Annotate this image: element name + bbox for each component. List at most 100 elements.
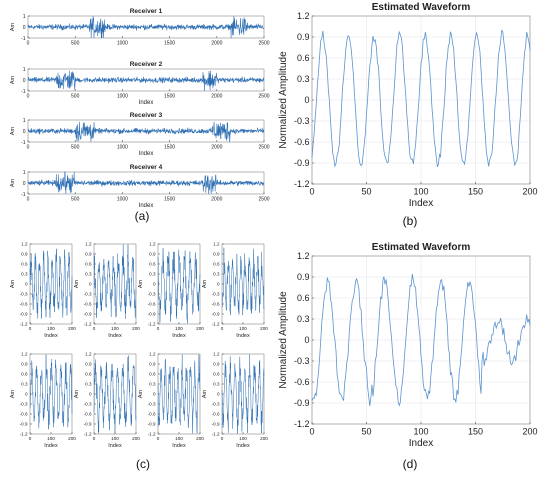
y-axis-label: Am xyxy=(202,279,208,288)
x-tick-label: 0 xyxy=(309,187,314,197)
segment-signal-line xyxy=(221,247,265,316)
y-tick-label: -0.3 xyxy=(212,402,220,407)
x-tick-label: 200 xyxy=(522,187,537,197)
y-axis-label: Am xyxy=(10,178,16,187)
x-tick-label: 100 xyxy=(175,436,183,441)
receiver-signal-line xyxy=(27,70,265,92)
y-tick-label: -0.6 xyxy=(20,412,28,417)
segment-subplot-7: 0 100 200 -1.2 -0.9 -0.6 -0.3 0 0.3 0.6 0.9 1.2 Inde… xyxy=(138,352,204,449)
y-tick-label: -1 xyxy=(21,89,26,95)
x-axis-label: Index xyxy=(236,333,250,339)
y-tick-label: -0.3 xyxy=(84,292,92,297)
panel-label-a: (a) xyxy=(135,209,150,223)
segment-signal-line xyxy=(157,354,201,434)
y-tick-label: 1.2 xyxy=(21,352,28,357)
y-tick-label: -0.9 xyxy=(148,312,156,317)
segment-signal-line xyxy=(29,354,73,430)
x-axis-label: Index xyxy=(409,198,433,209)
receiver-subplot-2: Receiver 20 500 1000 1500 2000 2500-101AmInde… xyxy=(10,61,270,106)
y-tick-label: -0.6 xyxy=(148,412,156,417)
y-axis-label: Normalized Amplitude xyxy=(278,291,289,389)
y-tick-label: -0.3 xyxy=(84,402,92,407)
x-tick-label: 0 xyxy=(221,436,224,441)
y-tick-label: -0.9 xyxy=(294,398,310,408)
y-tick-label: 1.2 xyxy=(85,242,92,247)
receiver-title: Receiver 1 xyxy=(130,8,163,15)
x-tick-label: 200 xyxy=(260,326,268,331)
y-tick-label: -0.3 xyxy=(294,356,310,366)
x-tick-label: 100 xyxy=(239,436,247,441)
y-tick-label: 0.3 xyxy=(21,272,28,277)
segment-signal-line xyxy=(93,355,137,434)
y-tick-label: 0.3 xyxy=(85,272,92,277)
y-tick-label: 1 xyxy=(23,118,26,124)
y-tick-label: -1.2 xyxy=(84,432,92,437)
y-axis-label: Am xyxy=(10,22,16,31)
panel-b-estimated-waveform: Estimated Waveform 0 50 100 150 200 -1.2 -0.9 -0… xyxy=(278,2,538,209)
y-axis-label: Normalized Amplitude xyxy=(278,51,289,149)
segment-signal-line xyxy=(93,244,137,319)
y-tick-label: 0 xyxy=(89,282,92,287)
y-tick-label: 0.3 xyxy=(21,382,28,387)
x-tick-label: 500 xyxy=(71,197,80,203)
y-tick-label: 0.6 xyxy=(213,262,220,267)
x-axis-label: Index xyxy=(44,333,58,339)
x-tick-label: 200 xyxy=(132,436,140,441)
y-tick-label: 0 xyxy=(23,181,26,187)
x-tick-label: 100 xyxy=(175,326,183,331)
x-tick-label: 0 xyxy=(93,326,96,331)
y-tick-label: -0.9 xyxy=(20,422,28,427)
receiver-signal-line xyxy=(27,15,265,39)
y-axis-label: Am xyxy=(10,75,16,84)
y-axis-label: Am xyxy=(10,126,16,135)
x-tick-label: 2000 xyxy=(211,145,222,151)
x-axis-label: Index xyxy=(139,100,154,106)
y-tick-label: 1.2 xyxy=(297,251,310,261)
x-tick-label: 2500 xyxy=(258,41,269,47)
x-tick-label: 1000 xyxy=(117,41,128,47)
y-tick-label: -0.3 xyxy=(148,292,156,297)
y-tick-label: -1.2 xyxy=(212,432,220,437)
panel-label-d: (d) xyxy=(403,457,418,471)
x-tick-label: 100 xyxy=(413,187,428,197)
x-tick-label: 500 xyxy=(71,41,80,47)
y-tick-label: -0.6 xyxy=(20,302,28,307)
y-axis-label: Am xyxy=(10,279,16,288)
y-tick-label: -0.3 xyxy=(212,292,220,297)
segment-signal-line xyxy=(29,248,73,319)
y-tick-label: 1 xyxy=(23,14,26,20)
x-tick-label: 200 xyxy=(132,326,140,331)
y-tick-label: 1.2 xyxy=(149,242,156,247)
y-tick-label: 0.9 xyxy=(297,32,310,42)
x-tick-label: 500 xyxy=(71,94,80,100)
y-tick-label: 0.3 xyxy=(85,382,92,387)
y-tick-label: -0.6 xyxy=(84,302,92,307)
x-tick-label: 200 xyxy=(260,436,268,441)
x-axis-label: Index xyxy=(172,443,186,449)
x-axis-label: Index xyxy=(139,203,154,209)
x-tick-label: 200 xyxy=(522,427,537,437)
y-tick-label: -0.9 xyxy=(212,422,220,427)
y-tick-label: -0.3 xyxy=(148,402,156,407)
y-tick-label: 0 xyxy=(25,392,28,397)
y-tick-label: 0.3 xyxy=(297,74,310,84)
y-tick-label: 0.6 xyxy=(21,262,28,267)
x-tick-label: 150 xyxy=(468,187,483,197)
y-tick-label: 0.6 xyxy=(21,372,28,377)
y-tick-label: -0.9 xyxy=(84,312,92,317)
y-tick-label: -1.2 xyxy=(20,432,28,437)
x-tick-label: 0 xyxy=(27,145,30,151)
y-tick-label: -0.9 xyxy=(148,422,156,427)
x-tick-label: 2000 xyxy=(211,41,222,47)
y-tick-label: -0.3 xyxy=(294,116,310,126)
y-tick-label: -1.2 xyxy=(294,179,310,189)
x-tick-label: 100 xyxy=(47,436,55,441)
x-tick-label: 50 xyxy=(361,187,371,197)
y-tick-label: 0.6 xyxy=(85,262,92,267)
x-tick-label: 100 xyxy=(47,326,55,331)
x-axis-label: Index xyxy=(44,443,58,449)
y-tick-label: -0.3 xyxy=(20,292,28,297)
segment-subplot-5: 0 100 200 -1.2 -0.9 -0.6 -0.3 0 0.3 0.6 0.9 1.2 Inde… xyxy=(10,352,76,449)
x-tick-label: 2500 xyxy=(258,94,269,100)
y-tick-label: 0.3 xyxy=(149,382,156,387)
